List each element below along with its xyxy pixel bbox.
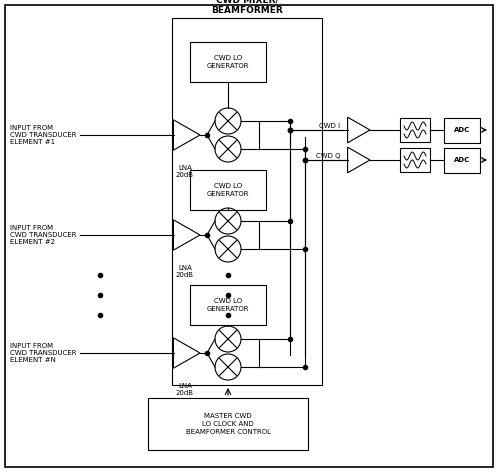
Bar [190,285,266,325]
Text: CWD LO
GENERATOR: CWD LO GENERATOR [207,55,249,69]
Text: CWD LO
GENERATOR: CWD LO GENERATOR [207,298,249,312]
Text: CWD MIXER/
BEAMFORMER: CWD MIXER/ BEAMFORMER [211,0,283,15]
Bar [444,118,480,143]
Text: CWD Q: CWD Q [316,153,340,159]
Text: MASTER CWD
LO CLOCK AND
BEAMFORMER CONTROL: MASTER CWD LO CLOCK AND BEAMFORMER CONTR… [185,413,270,435]
Text: LNA
20dB: LNA 20dB [176,265,194,278]
Text: INPUT FROM
CWD TRANSDUCER
ELEMENT #N: INPUT FROM CWD TRANSDUCER ELEMENT #N [10,343,77,363]
Bar [190,42,266,82]
Text: ADC: ADC [454,157,470,163]
Bar [172,18,322,385]
Text: INPUT FROM
CWD TRANSDUCER
ELEMENT #1: INPUT FROM CWD TRANSDUCER ELEMENT #1 [10,125,77,145]
Text: ADC: ADC [454,127,470,133]
Bar [190,170,266,210]
Text: LNA
20dB: LNA 20dB [176,383,194,396]
Bar [400,118,430,142]
Bar [400,148,430,172]
Text: CWD LO
GENERATOR: CWD LO GENERATOR [207,183,249,197]
Bar [444,148,480,173]
Text: LNA
20dB: LNA 20dB [176,165,194,178]
Text: INPUT FROM
CWD TRANSDUCER
ELEMENT #2: INPUT FROM CWD TRANSDUCER ELEMENT #2 [10,225,77,245]
Bar [148,398,308,450]
Text: CWD I: CWD I [319,123,340,129]
